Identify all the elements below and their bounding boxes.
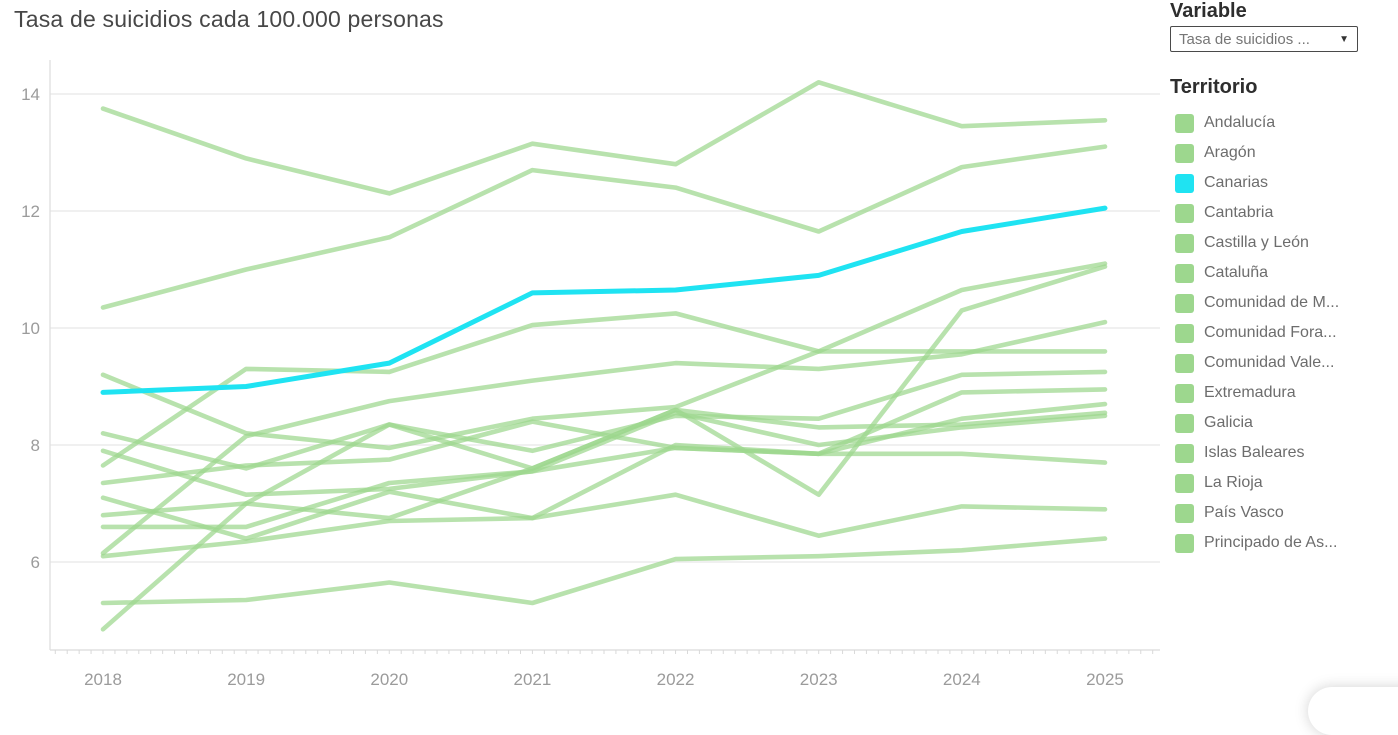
legend-swatch-icon <box>1175 263 1194 283</box>
y-axis-tick-label: 10 <box>21 319 40 338</box>
legend-label: Castilla y León <box>1204 234 1309 251</box>
legend-swatch-icon <box>1175 113 1194 133</box>
series-line-cantabria[interactable] <box>100 319 1108 556</box>
series-line-pa-s-vasco[interactable] <box>100 492 1108 559</box>
line-chart-area[interactable]: Tasa de suicidios cada 100.000 personas … <box>0 0 1165 707</box>
legend-item-comunidad-fora[interactable]: Comunidad Fora... <box>1170 318 1398 348</box>
legend-label: Aragón <box>1204 144 1256 161</box>
x-axis-tick-label: 2025 <box>1086 670 1124 689</box>
y-axis-tick-label: 14 <box>21 85 40 104</box>
legend-label: Comunidad Fora... <box>1204 324 1337 341</box>
series-line-arag-n[interactable] <box>100 261 1108 468</box>
legend-swatch-icon <box>1175 443 1194 463</box>
legend-swatch-icon <box>1175 503 1194 523</box>
y-axis-tick-label: 6 <box>31 553 40 572</box>
x-axis-tick-label: 2018 <box>84 670 122 689</box>
legend-item-cantabria[interactable]: Cantabria <box>1170 198 1398 228</box>
legend-item-castilla-y-le-n[interactable]: Castilla y León <box>1170 228 1398 258</box>
series-line-castilla-y-le-n[interactable] <box>100 387 1108 498</box>
legend-swatch-icon <box>1175 173 1194 193</box>
embed-corner-card <box>1308 687 1398 735</box>
legend-label: Comunidad de M... <box>1204 294 1340 311</box>
legend-label: La Rioja <box>1204 474 1263 491</box>
legend-label: Canarias <box>1204 174 1269 191</box>
chart-canvas[interactable]: 6 8 10 12 14 2018 2019 2020 2021 2022 2023 2024 2025 <box>0 0 1165 707</box>
legend-item-catalu-a[interactable]: Cataluña <box>1170 258 1398 288</box>
legend-item-comunidad-de-m[interactable]: Comunidad de M... <box>1170 288 1398 318</box>
legend-item-canarias[interactable]: Canarias <box>1170 168 1398 198</box>
x-axis-tick-label: 2020 <box>370 670 408 689</box>
legend-label: Principado de As... <box>1204 534 1338 551</box>
legend-swatch-icon <box>1175 293 1194 313</box>
legend-item-pa-s-vasco[interactable]: País Vasco <box>1170 498 1398 528</box>
legend-item-principado-de-as[interactable]: Principado de As... <box>1170 528 1398 558</box>
legend-item-galicia[interactable]: Galicia <box>1170 408 1398 438</box>
variable-header: Variable <box>1170 0 1247 22</box>
series-line-comunidad-de-m[interactable] <box>100 536 1108 606</box>
chevron-down-icon: ▼ <box>1339 33 1349 45</box>
legend-swatch-icon <box>1175 533 1194 553</box>
series-line-canarias[interactable] <box>100 205 1108 395</box>
legend-swatch-icon <box>1175 353 1194 373</box>
legend-label: Cantabria <box>1204 204 1274 221</box>
page-title: Tasa de suicidios cada 100.000 personas <box>14 6 444 32</box>
x-axis-tick-label: 2023 <box>800 670 838 689</box>
series-line-islas-baleares[interactable] <box>100 410 1108 530</box>
x-axis-tick-label: 2022 <box>657 670 695 689</box>
legend-swatch-icon <box>1175 473 1194 493</box>
x-axis-tick-label: 2021 <box>514 670 552 689</box>
legend-label: Andalucía <box>1204 114 1276 131</box>
legend-label: Galicia <box>1204 414 1253 431</box>
territorio-header: Territorio <box>1170 76 1258 98</box>
legend-item-extremadura[interactable]: Extremadura <box>1170 378 1398 408</box>
legend-item-comunidad-vale[interactable]: Comunidad Vale... <box>1170 348 1398 378</box>
variable-dropdown-value: Tasa de suicidios ... <box>1179 30 1310 48</box>
legend-label: Comunidad Vale... <box>1204 354 1335 371</box>
legend-label: País Vasco <box>1204 504 1284 521</box>
y-axis-tick-label: 8 <box>31 436 40 455</box>
legend-swatch-icon <box>1175 323 1194 343</box>
side-panel: Variable Tasa de suicidios ... ▼ Territo… <box>1170 0 1398 707</box>
x-axis-tick-label: 2024 <box>943 670 981 689</box>
legend-item-la-rioja[interactable]: La Rioja <box>1170 468 1398 498</box>
series-line-la-rioja[interactable] <box>100 264 1108 632</box>
legend-swatch-icon <box>1175 143 1194 163</box>
series-line-principado-de-as[interactable] <box>100 80 1108 196</box>
legend-item-andaluc-a[interactable]: Andalucía <box>1170 108 1398 138</box>
legend-swatch-icon <box>1175 383 1194 403</box>
legend-label: Islas Baleares <box>1204 444 1305 461</box>
series-line-catalu-a[interactable] <box>100 419 1108 486</box>
series-line-comunidad-vale[interactable] <box>100 369 1108 471</box>
legend-item-arag-n[interactable]: Aragón <box>1170 138 1398 168</box>
variable-dropdown[interactable]: Tasa de suicidios ... ▼ <box>1170 26 1358 52</box>
series-line-galicia[interactable] <box>100 144 1108 310</box>
legend-swatch-icon <box>1175 233 1194 253</box>
x-axis-tick-label: 2019 <box>227 670 265 689</box>
legend-item-islas-baleares[interactable]: Islas Baleares <box>1170 438 1398 468</box>
legend-label: Extremadura <box>1204 384 1296 401</box>
y-axis-tick-label: 12 <box>21 202 40 221</box>
legend-swatch-icon <box>1175 203 1194 223</box>
territory-legend: Andalucía Aragón Canarias Cantabria Castilla… <box>1170 108 1398 558</box>
series-line-andaluc-a[interactable] <box>100 349 1108 451</box>
legend-swatch-icon <box>1175 413 1194 433</box>
legend-label: Cataluña <box>1204 264 1269 281</box>
